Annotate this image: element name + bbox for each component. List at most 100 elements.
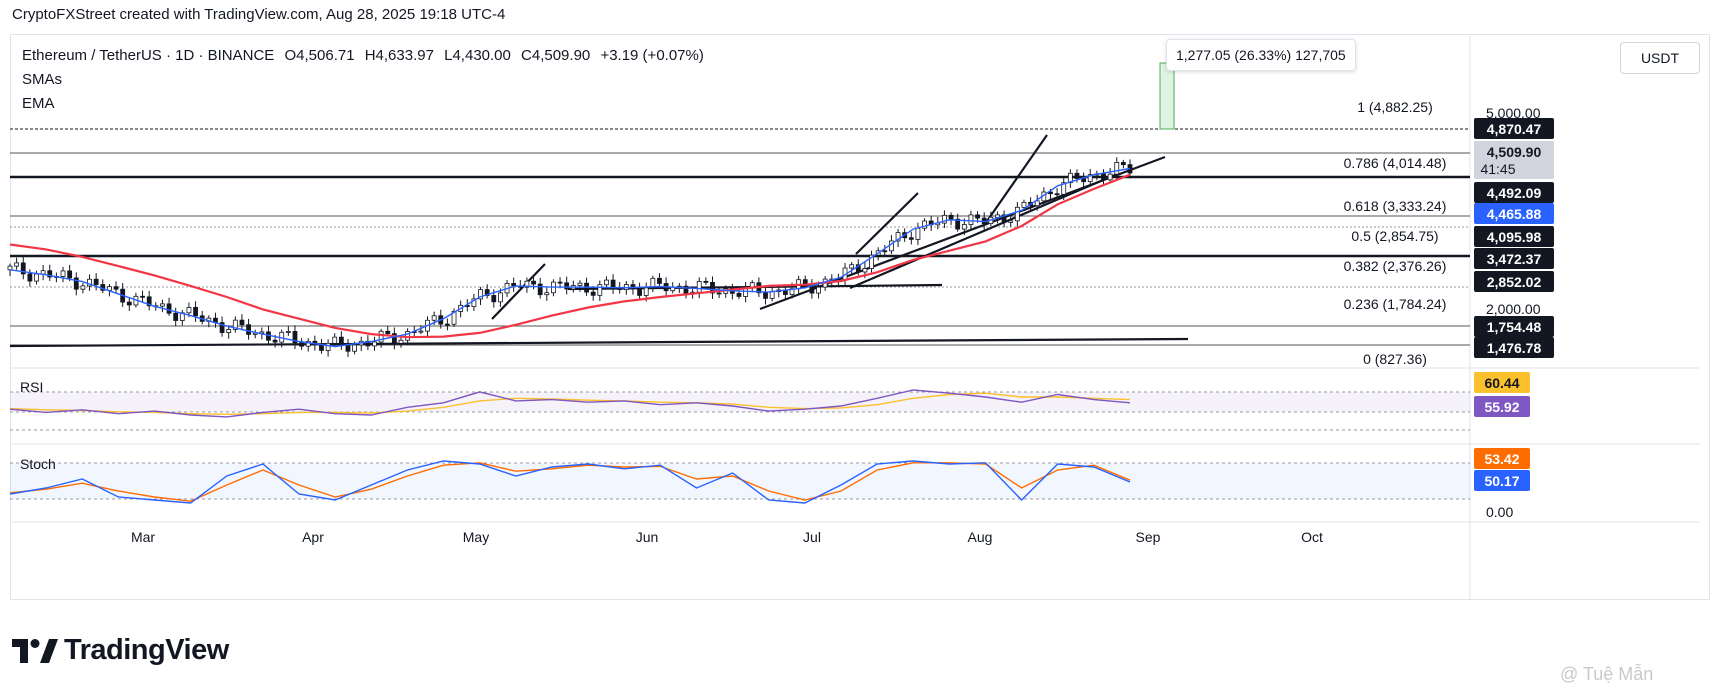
candle-body <box>67 270 73 279</box>
candle-body <box>34 273 39 282</box>
candle <box>948 212 954 226</box>
candle-body <box>160 303 165 307</box>
price-label-text: 2,852.02 <box>1487 274 1542 290</box>
measure-tooltip: 1,277.05 (26.33%) 127,705 <box>1166 39 1356 71</box>
candle-body <box>955 218 961 230</box>
candle-body <box>610 279 616 289</box>
candle <box>1114 157 1120 181</box>
candle-body <box>544 292 550 296</box>
candle-body <box>166 303 172 314</box>
candle <box>80 282 86 294</box>
candle <box>285 326 291 336</box>
time-tick: Sep <box>1136 529 1161 545</box>
candle-body <box>7 265 13 271</box>
candle <box>226 325 232 339</box>
time-tick: Jun <box>636 529 659 545</box>
candle-body <box>1061 182 1067 195</box>
candle <box>597 280 603 301</box>
symbol-name[interactable]: Ethereum / TetherUS · 1D · BINANCE <box>22 47 275 64</box>
candle <box>478 286 483 306</box>
price-label-bg <box>1474 203 1554 224</box>
candle-body <box>1074 172 1080 179</box>
candle-body <box>80 285 86 290</box>
fib-level-label: 0.618 (3,333.24) <box>1344 198 1447 214</box>
candle-body <box>736 292 742 297</box>
price-label-bg <box>1474 118 1554 139</box>
candle-body <box>703 280 709 283</box>
candle-body <box>908 237 914 240</box>
candle-body <box>597 284 603 296</box>
time-tick: Jul <box>803 529 821 545</box>
time-tick: May <box>463 529 489 545</box>
candle-body <box>650 277 656 289</box>
price-axis-label: 4,095.98 <box>1474 226 1554 247</box>
candle <box>776 286 782 298</box>
ohlc-high: H4,633.97 <box>364 47 434 64</box>
grid-and-fib-lines <box>10 34 1700 600</box>
candle <box>20 256 26 280</box>
price-label-text: 3,472.37 <box>1487 251 1542 267</box>
indicator-ema[interactable]: EMA <box>22 95 55 112</box>
candle-body <box>47 270 53 278</box>
price-label-bg <box>1474 271 1554 292</box>
price-label-bg <box>1474 248 1554 269</box>
candle-body <box>975 214 980 219</box>
currency-selector[interactable]: USDT <box>1620 42 1700 74</box>
sma-slow-line <box>9 173 1131 339</box>
candle-body <box>186 307 192 314</box>
candle-body <box>352 344 358 352</box>
ohlc-open: O4,506.71 <box>284 47 355 64</box>
price-label-text: 1,476.78 <box>1487 340 1542 356</box>
candle <box>1061 176 1067 201</box>
candle-body <box>226 329 232 333</box>
candle <box>391 327 397 350</box>
trendline <box>9 337 1189 348</box>
candle-body <box>471 298 477 307</box>
candle <box>1034 194 1040 211</box>
candle-body <box>657 277 662 284</box>
stoch-band <box>10 463 1470 499</box>
candle <box>338 331 344 350</box>
osc-value-label: 53.42 <box>1474 448 1530 469</box>
candle <box>1054 188 1060 198</box>
candle <box>590 286 596 301</box>
candle-body <box>1001 214 1007 223</box>
candle-body <box>398 339 404 344</box>
candle-body <box>961 224 967 230</box>
candle <box>849 261 855 274</box>
candle <box>40 264 46 281</box>
candle-body <box>491 295 497 303</box>
candle-body <box>146 296 152 307</box>
price-label-text: 1,754.48 <box>1487 319 1542 335</box>
candle <box>1067 169 1073 188</box>
candle <box>498 288 503 307</box>
candle <box>199 310 205 325</box>
candle-body <box>696 280 702 293</box>
candle-body <box>319 344 324 351</box>
candle-body <box>431 315 437 321</box>
candle-body <box>637 288 642 296</box>
indicator-smas[interactable]: SMAs <box>22 71 63 88</box>
candle <box>1008 214 1014 227</box>
candle-body <box>451 311 457 325</box>
trendline <box>491 263 546 320</box>
price-axis-label: 4,492.09 <box>1474 182 1554 203</box>
osc-value-label: 50.17 <box>1474 470 1530 491</box>
fib-level-label: 0.5 (2,854.75) <box>1351 228 1438 244</box>
candle-body <box>643 287 649 296</box>
price-label-bg <box>1474 337 1554 358</box>
candle-body <box>484 289 490 296</box>
candle-body <box>577 282 583 286</box>
candle <box>47 264 53 281</box>
candle <box>749 280 755 293</box>
candle <box>299 338 304 350</box>
candle <box>1101 169 1106 186</box>
candle <box>358 336 364 352</box>
candle-body <box>272 339 278 343</box>
candle-body <box>385 330 391 335</box>
candle <box>113 281 119 294</box>
price-label-bg <box>1474 226 1554 247</box>
candle-body <box>232 319 238 330</box>
candle-body <box>325 342 331 351</box>
